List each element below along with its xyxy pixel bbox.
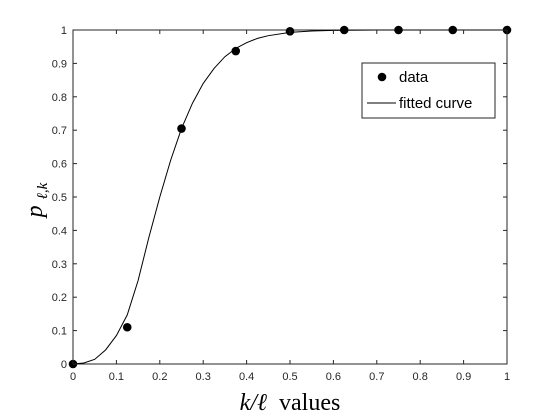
x-tick-label: 0.3 [196,371,211,383]
y-tick-label: 0.1 [52,326,67,338]
x-tick-label: 0.1 [109,371,124,383]
x-tick-label: 0.6 [326,371,341,383]
legend-data-marker [377,72,387,82]
legend: data fitted curve [361,62,496,119]
y-axis-label-sub: ℓ,k [35,182,51,199]
data-point [394,25,403,35]
legend-label-data: data [399,69,429,86]
x-axis-ticks: 0 0.1 0.2 0.3 0.4 0.5 0.6 0.7 0.8 0.9 1 [70,30,510,383]
x-tick-label: 0.5 [282,371,297,383]
x-tick-label: 0 [70,371,76,383]
x-tick-label: 1 [504,371,510,383]
x-axis-label-math: k/ℓ [240,390,267,416]
x-tick-label: 0.8 [413,371,428,383]
y-tick-label: 0.9 [52,58,67,70]
x-tick-label: 0.9 [456,371,471,383]
y-axis-ticks: 0 0.1 0.2 0.3 0.4 0.5 0.6 0.7 0.8 0.9 1 [52,25,507,371]
x-axis-label: k/ℓ values [240,390,341,416]
legend-label-fitted-curve: fitted curve [399,95,472,112]
y-tick-label: 1 [61,25,67,37]
y-tick-label: 0.8 [52,92,67,104]
data-point [231,46,241,56]
data-point [177,124,186,133]
data-point [339,25,349,35]
y-tick-label: 0.2 [52,292,67,304]
y-tick-label: 0.5 [52,192,67,204]
y-axis-label: p ℓ,k [22,182,51,219]
x-tick-label: 0.2 [152,371,167,383]
y-tick-label: 0 [61,359,67,371]
data-point [448,25,458,35]
y-tick-label: 0.6 [52,159,67,171]
y-tick-label: 0.7 [52,125,67,137]
x-tick-label: 0.7 [369,371,384,383]
fitted-curve-line [72,29,507,365]
y-axis-label-main: p [22,205,48,219]
y-tick-label: 0.3 [52,259,67,271]
x-tick-label: 0.4 [239,371,254,383]
y-tick-label: 0.4 [52,225,67,237]
data-point [122,322,132,332]
x-axis-label-word: values [279,390,340,416]
legend-box [361,62,496,119]
